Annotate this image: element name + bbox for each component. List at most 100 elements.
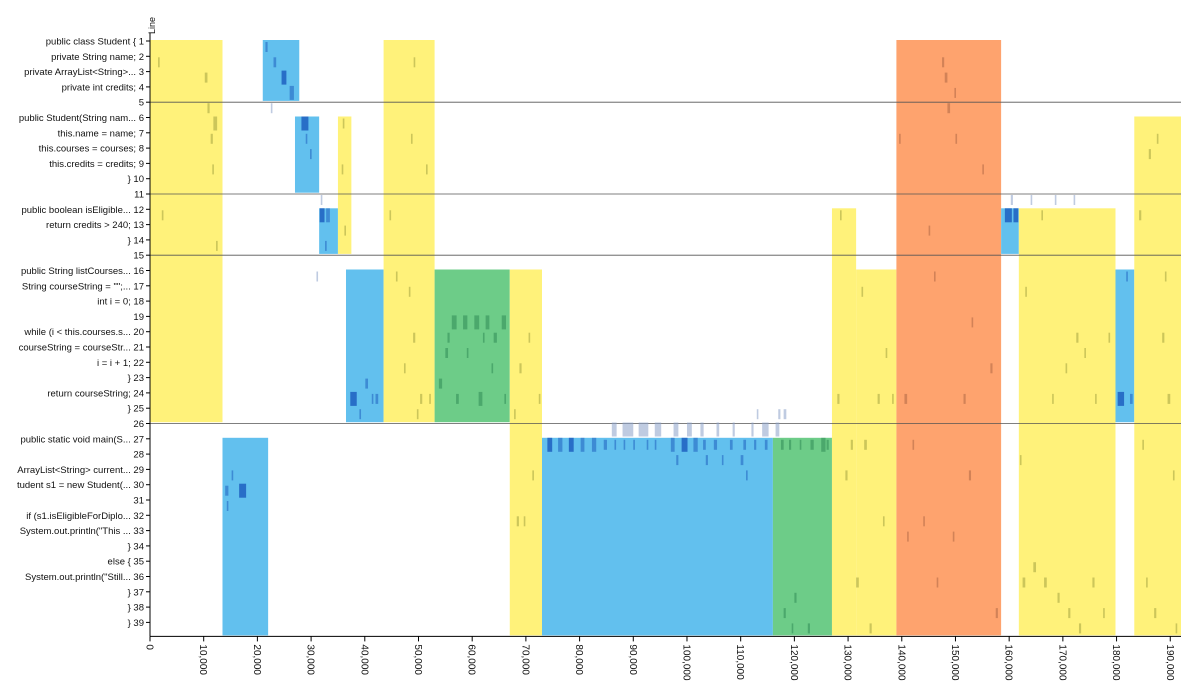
fixation-mark: [850, 439, 853, 450]
fixation-mark: [654, 439, 657, 450]
region-green: [772, 437, 832, 636]
x-tick-label: 170,000: [1056, 644, 1067, 681]
y-tick-label: ArrayList<String> current... 29: [17, 465, 144, 476]
fixation-mark: [810, 439, 814, 450]
fixation-mark: [289, 85, 294, 100]
fixation-mark: [389, 210, 392, 221]
fixation-mark: [783, 409, 787, 420]
fixation-mark: [326, 208, 330, 223]
fixation-mark: [1129, 393, 1133, 404]
fixation-mark: [463, 315, 468, 330]
fixation-mark: [1139, 210, 1142, 221]
region-yellow: [383, 40, 435, 423]
region-yellow: [831, 208, 857, 636]
fixation-mark: [270, 103, 273, 114]
y-axis: public class Student { 1 private String n…: [17, 33, 151, 637]
fixation-mark: [410, 133, 413, 144]
x-tick-label: 20,000: [251, 644, 262, 675]
fixation-mark: [673, 422, 679, 437]
y-tick-label: } 10: [128, 174, 144, 185]
fixation-mark: [764, 439, 768, 450]
region-blue: [222, 437, 269, 636]
fixation-mark: [705, 455, 708, 466]
fixation-mark: [775, 422, 780, 437]
y-tick-label: System.out.println("Still... 36: [25, 572, 144, 583]
fixation-mark: [319, 208, 325, 223]
fixation-mark: [912, 439, 915, 450]
fixation-mark: [703, 439, 706, 450]
fixation-mark: [995, 608, 998, 619]
x-tick-label: 190,000: [1164, 644, 1175, 681]
y-tick-label: System.out.println("This ... 33: [20, 526, 144, 537]
y-tick-label: String courseString = "";... 17: [22, 281, 144, 292]
fixation-mark: [713, 439, 718, 450]
fixation-mark: [646, 439, 649, 450]
fixation-mark: [1092, 577, 1095, 588]
fixation-mark: [1167, 393, 1171, 404]
fixation-mark: [1148, 149, 1151, 160]
fixation-mark: [955, 133, 958, 144]
fixation-mark: [207, 103, 210, 114]
fixation-mark: [413, 332, 416, 343]
fixation-mark: [1065, 363, 1068, 374]
fixation-mark: [716, 422, 720, 437]
fixation-mark: [403, 363, 406, 374]
fixation-mark: [654, 422, 662, 437]
x-tick-label: 140,000: [895, 644, 906, 681]
fixation-mark: [375, 393, 379, 404]
region-yellow: [337, 116, 352, 254]
fixation-mark: [325, 240, 327, 251]
fixation-mark: [239, 483, 247, 498]
fixation-mark: [591, 437, 597, 452]
fixation-mark: [1010, 195, 1013, 205]
y-tick-label: public String listCourses... 16: [21, 266, 144, 277]
fixation-mark: [614, 439, 617, 450]
y-tick-label: 26: [133, 419, 144, 430]
y-tick-label: } 23: [128, 373, 144, 384]
fixation-mark: [840, 210, 842, 221]
fixation-mark: [320, 195, 323, 205]
y-tick-label: } 14: [128, 235, 144, 246]
y-tick-label: private String name; 2: [51, 52, 144, 63]
fixation-mark: [532, 470, 534, 481]
fixation-mark: [821, 437, 826, 452]
y-tick-label: this.name = name; 7: [58, 128, 144, 139]
fixation-mark: [342, 118, 345, 129]
fixation-mark: [1078, 623, 1082, 634]
fixation-mark: [231, 470, 234, 481]
fixation-mark: [686, 422, 692, 437]
fixation-mark: [547, 437, 553, 452]
fixation-mark: [877, 393, 880, 404]
y-tick-label: courseString = courseStr... 21: [19, 343, 144, 354]
fixation-mark: [899, 133, 901, 144]
fixation-mark: [1044, 577, 1047, 588]
x-tick-label: 110,000: [734, 644, 745, 680]
fixation-mark: [408, 286, 411, 297]
fixation-mark: [1126, 271, 1128, 282]
fixation-mark: [1041, 210, 1043, 221]
x-tick-label: 40,000: [358, 644, 369, 675]
x-tick-label: 150,000: [949, 644, 960, 681]
fixation-mark: [633, 439, 635, 450]
fixation-mark: [558, 437, 563, 452]
fixation-mark: [743, 439, 747, 450]
fixation-mark: [226, 501, 229, 511]
fixation-mark: [807, 623, 810, 634]
fixation-mark: [756, 409, 759, 420]
fixation-mark: [316, 271, 319, 282]
fixation-mark: [213, 116, 218, 131]
fixation-mark: [493, 332, 497, 343]
fixation-mark: [305, 133, 308, 144]
fixation-mark: [478, 391, 483, 406]
fixation-mark: [1154, 608, 1157, 619]
fixation-mark: [158, 57, 160, 68]
fixation-mark: [869, 623, 872, 634]
fixation-mark: [791, 623, 794, 634]
fixation-mark: [942, 57, 945, 68]
fixation-mark: [485, 315, 490, 330]
fixation-mark: [799, 439, 802, 450]
fixation-mark: [416, 409, 419, 420]
fixation-mark: [861, 286, 864, 297]
fixation-mark: [954, 87, 957, 98]
region-yellow: [150, 40, 223, 423]
